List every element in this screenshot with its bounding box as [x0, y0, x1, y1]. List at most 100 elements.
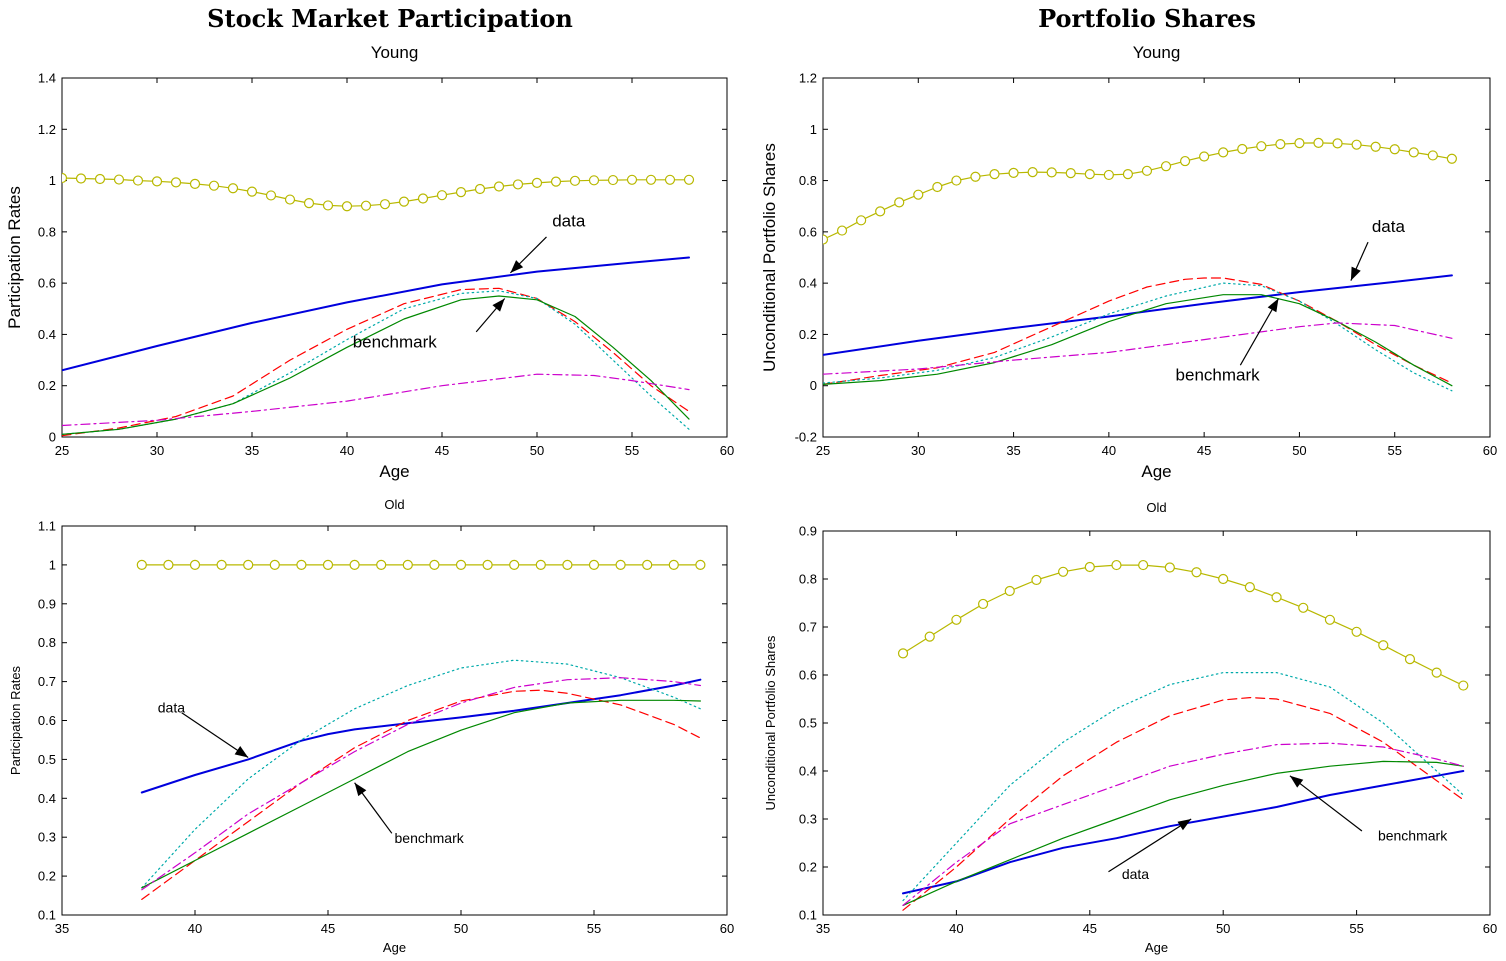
series-marker: [836, 225, 848, 236]
series-marker: [1058, 566, 1069, 577]
series-marker: [265, 190, 277, 201]
series-line-1: [823, 142, 1453, 241]
series-marker: [1446, 153, 1457, 164]
y-tick-label: 0.9: [38, 596, 56, 611]
series-marker: [62, 172, 68, 184]
y-axis-label: Participation Rates: [8, 665, 23, 775]
series-marker: [875, 206, 886, 217]
y-tick-label: 1: [49, 557, 56, 572]
series-line-benchmark: [141, 699, 702, 889]
annotation-arrow-head: [1177, 819, 1192, 831]
y-tick-label: 0.7: [799, 620, 817, 635]
x-tick-label: 60: [1483, 443, 1497, 458]
series-marker: [341, 201, 353, 212]
y-tick-label: 0.8: [799, 173, 817, 188]
series-line-3: [141, 689, 702, 901]
y-tick-label: 0.4: [799, 276, 817, 291]
series-marker: [94, 173, 106, 185]
series-marker: [227, 183, 239, 194]
x-tick-label: 45: [1197, 443, 1211, 458]
y-tick-label: 0: [810, 378, 817, 393]
x-tick-label: 35: [1006, 443, 1020, 458]
y-tick-label: 1.4: [38, 71, 56, 86]
series-marker: [1065, 168, 1076, 179]
series-marker: [132, 175, 144, 186]
series-group: [62, 172, 695, 437]
series-marker: [897, 648, 909, 659]
series-marker: [1404, 654, 1416, 665]
annotation-arrow-head: [1267, 298, 1279, 313]
series-marker: [1218, 573, 1229, 585]
y-tick-label: 0.5: [38, 752, 56, 767]
series-line-4: [141, 659, 702, 889]
series-marker: [284, 194, 296, 205]
y-tick-label: 1: [810, 122, 817, 137]
x-tick-label: 55: [625, 443, 639, 458]
y-tick-label: 0.6: [38, 713, 56, 728]
series-marker: [562, 559, 573, 571]
series-marker: [1351, 626, 1362, 637]
series-line-4: [823, 282, 1453, 392]
series-marker: [1298, 602, 1309, 613]
series-marker: [136, 559, 147, 571]
series-marker: [645, 174, 657, 185]
y-axis-label: Participation Rates: [5, 186, 24, 329]
series-marker: [1199, 151, 1210, 162]
x-tick-label: 30: [911, 443, 925, 458]
y-tick-label: 0.4: [799, 764, 817, 779]
series-marker: [932, 181, 943, 193]
plot-frame: [61, 77, 728, 438]
x-tick-label: 60: [720, 443, 734, 458]
series-line-4: [62, 290, 690, 435]
annotation-arrow-line: [1289, 775, 1363, 832]
series-marker: [569, 175, 581, 186]
x-tick-label: 50: [530, 443, 544, 458]
series-line-3: [823, 277, 1453, 385]
y-tick-label: 0.7: [38, 674, 56, 689]
x-tick-label: 40: [949, 921, 963, 936]
series-marker: [493, 181, 505, 192]
series-marker: [379, 199, 391, 210]
series-marker: [189, 178, 201, 190]
series-marker: [607, 174, 619, 186]
y-tick-label: 0.4: [38, 791, 56, 806]
series-marker: [1237, 143, 1248, 155]
y-tick-label: 0.6: [38, 276, 56, 291]
series-marker: [1313, 137, 1324, 148]
series-group: [897, 559, 1469, 911]
series-marker: [509, 559, 520, 571]
x-tick-label: 35: [55, 921, 69, 936]
series-marker: [913, 189, 924, 200]
series-marker: [951, 614, 962, 625]
y-tick-label: 0.2: [38, 869, 56, 884]
column-title-participation: Stock Market Participation: [207, 4, 573, 33]
annotation-benchmark: benchmark: [1176, 366, 1261, 385]
series-marker: [856, 215, 867, 226]
series-marker: [322, 200, 334, 211]
y-tick-label: 0.9: [799, 524, 817, 539]
series-line-6: [141, 677, 702, 891]
annotation-arrow-head: [354, 782, 367, 797]
y-tick-label: 0.8: [38, 224, 56, 239]
series-marker: [1458, 680, 1469, 691]
series-marker: [924, 631, 935, 642]
annotation-data: data: [1122, 866, 1149, 882]
series-marker: [1427, 150, 1438, 161]
chart-title: Old: [384, 497, 404, 512]
series-marker: [615, 559, 626, 571]
series-line-benchmark: [823, 294, 1453, 387]
x-tick-label: 35: [816, 921, 830, 936]
series-marker: [322, 559, 334, 571]
y-tick-label: 0.2: [799, 327, 817, 342]
series-marker: [163, 559, 174, 571]
series-marker: [1031, 574, 1042, 586]
series-marker: [894, 197, 905, 208]
series-line-data: [823, 274, 1453, 356]
series-marker: [303, 198, 315, 209]
series-marker: [1294, 138, 1305, 149]
series-marker: [349, 559, 360, 571]
series-marker: [1004, 585, 1015, 597]
series-line-data: [902, 770, 1465, 895]
y-axis-label: Unconditional Portfolio Shares: [763, 635, 778, 810]
series-marker: [296, 559, 307, 571]
